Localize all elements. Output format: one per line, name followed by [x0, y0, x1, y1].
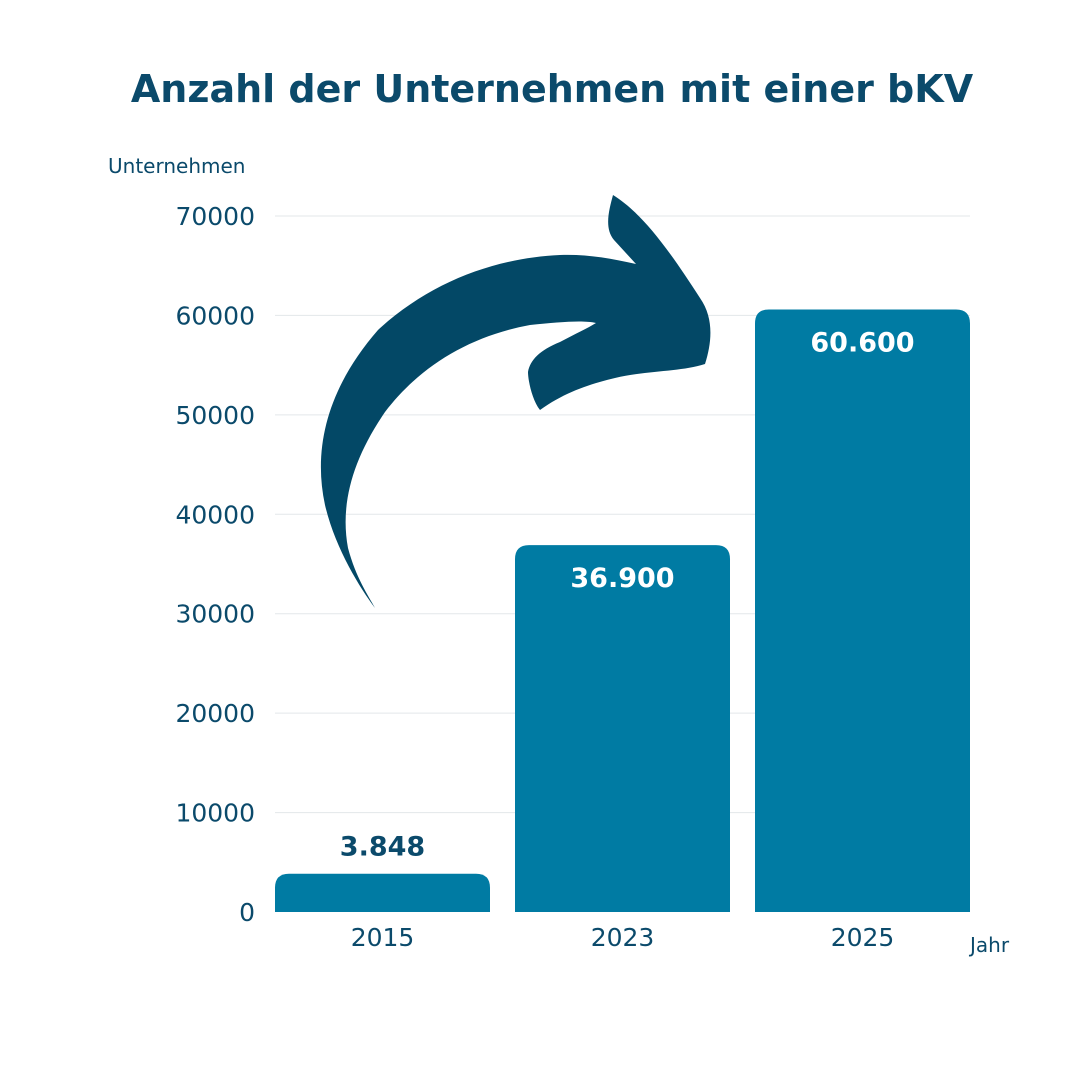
y-tick-label: 40000 [175, 500, 255, 529]
y-tick-label: 10000 [175, 799, 255, 828]
data-label: 60.600 [810, 327, 914, 358]
y-tick-label: 20000 [175, 699, 255, 728]
x-tick-label: 2023 [591, 923, 655, 952]
data-labels: 3.848 36.900 60.600 [340, 327, 915, 862]
bar-2025 [755, 309, 970, 912]
x-tick-labels: 2015 2023 2025 [351, 923, 895, 952]
y-tick-labels: 0 10000 20000 30000 40000 50000 60000 70000 [175, 202, 255, 927]
y-tick-label: 70000 [175, 202, 255, 231]
y-tick-label: 0 [239, 898, 255, 927]
data-label: 3.848 [340, 832, 425, 863]
x-tick-label: 2025 [831, 923, 895, 952]
bars [275, 309, 970, 912]
x-axis-label: Jahr [968, 933, 1010, 957]
chart-title: Anzahl der Unternehmen mit einer bKV [131, 67, 974, 111]
bar-2015 [275, 873, 490, 912]
curved-arrow-icon [320, 195, 711, 608]
data-label: 36.900 [570, 563, 674, 594]
y-tick-label: 30000 [175, 600, 255, 629]
bar-2023 [515, 545, 730, 912]
x-tick-label: 2015 [351, 923, 415, 952]
y-axis-label: Unternehmen [108, 154, 245, 178]
y-tick-label: 50000 [175, 401, 255, 430]
y-tick-label: 60000 [175, 301, 255, 330]
